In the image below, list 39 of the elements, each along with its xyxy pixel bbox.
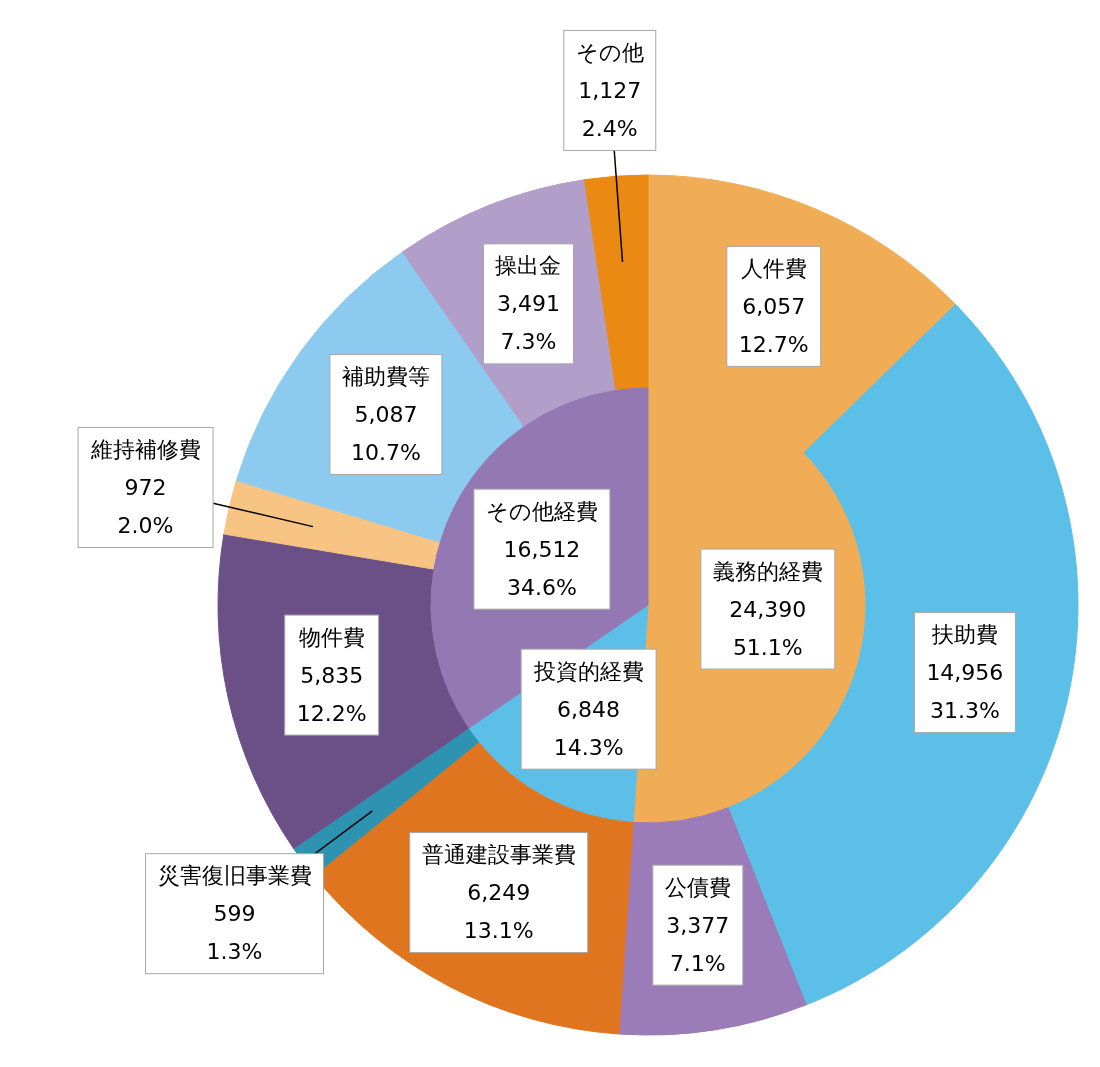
slice-label: 扶助費 xyxy=(930,622,998,648)
label: 災害復旧事業費 599 1.3% xyxy=(145,810,374,975)
slice-label: 投資的経費 xyxy=(532,658,644,684)
data-label: 3,377 7.1% xyxy=(666,912,730,976)
label: 人件費 6,057 12.7% xyxy=(726,245,822,367)
label: 義務的経費 24,390 51.1% xyxy=(700,548,836,670)
slice-label: 補助費等 xyxy=(341,364,430,390)
data-label: 1,127 2.4% xyxy=(578,77,642,141)
label: 公債費 3,377 7.1% xyxy=(652,864,744,986)
slice-label: 公債費 xyxy=(664,874,731,900)
label: 普通建設事業費 6,249 13.1% xyxy=(409,832,589,954)
data-label: 6,057 12.7% xyxy=(738,293,809,357)
data-label: 5,835 12.2% xyxy=(296,662,367,726)
slice-label: 維持補修費 xyxy=(89,436,201,462)
data-label: 6,249 13.1% xyxy=(463,880,534,944)
label: 維持補修費 972 2.0% xyxy=(77,426,314,548)
data-label: 6,848 14.3% xyxy=(553,696,624,760)
label: 補助費等 5,087 10.7% xyxy=(329,354,443,475)
slice-label: 災害復旧事業費 xyxy=(157,863,312,889)
slice-label: その他 xyxy=(575,39,644,65)
slice-label: 義務的経費 xyxy=(712,558,823,584)
data-label: 599 1.3% xyxy=(206,901,263,965)
slice-label: その他経費 xyxy=(485,498,598,524)
label: 投資的経費 6,848 14.3% xyxy=(520,648,657,770)
label: 操出金 3,491 7.3% xyxy=(482,243,574,365)
label: 扶助費 14,956 31.3% xyxy=(913,612,1016,734)
slice-label: 物件費 xyxy=(298,624,365,650)
label: その他経費 16,512 34.6% xyxy=(473,488,611,610)
label: 物件費 5,835 12.2% xyxy=(284,614,380,736)
data-label: 972 2.0% xyxy=(117,474,174,538)
slice-label: 普通建設事業費 xyxy=(421,842,576,868)
data-label: 14,956 31.3% xyxy=(926,660,1004,724)
data-label: 5,087 10.7% xyxy=(350,402,421,466)
slice-label: 人件費 xyxy=(740,255,807,281)
data-label: 24,390 51.1% xyxy=(729,596,807,660)
label: その他 1,127 2.4% xyxy=(563,29,657,263)
data-label: 16,512 34.6% xyxy=(503,536,581,600)
slice-label: 操出金 xyxy=(495,253,562,279)
data-label: 3,491 7.3% xyxy=(496,291,560,355)
